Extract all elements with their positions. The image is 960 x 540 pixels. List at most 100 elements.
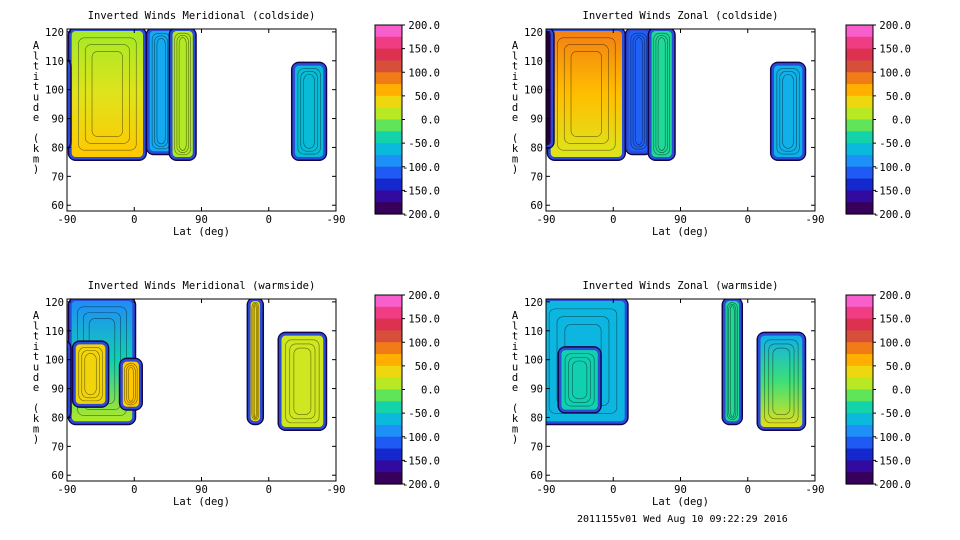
- x-tick-label: -90: [327, 214, 346, 226]
- data-cell: [122, 361, 139, 407]
- contour-line: [655, 35, 668, 153]
- x-tick-label: 0: [131, 214, 137, 226]
- colorbar-label: -100.0: [402, 432, 440, 444]
- colorbar-swatch: [846, 202, 873, 215]
- colorbar-label: -200.0: [873, 479, 911, 491]
- colorbar-label: 50.0: [886, 361, 911, 373]
- colorbar-label: -50.0: [408, 408, 440, 420]
- contour-line: [563, 44, 609, 144]
- colorbar-swatch: [846, 389, 873, 402]
- colorbar-label: -150.0: [402, 455, 440, 467]
- contour-field: [546, 29, 807, 161]
- x-tick-label: -90: [806, 484, 825, 496]
- contour-line: [176, 35, 189, 153]
- colorbar-swatch: [375, 202, 402, 215]
- contour-line: [776, 68, 800, 155]
- colorbar-swatch: [375, 365, 402, 379]
- colorbar-swatch: [375, 143, 402, 156]
- colorbar-label: -150.0: [873, 455, 911, 467]
- colorbar-swatch: [846, 448, 873, 461]
- colorbar-label: 100.0: [879, 67, 911, 79]
- contour-line: [285, 339, 320, 424]
- chart-panel-2: Inverted Winds Zonal (coldside) 60 70 80 90 1…: [512, 10, 911, 238]
- colorbar-label: 50.0: [415, 91, 440, 103]
- colorbar-swatch: [846, 154, 873, 168]
- y-tick-label: 100: [524, 85, 543, 97]
- x-axis-label: Lat (deg): [173, 226, 230, 238]
- data-cell: [651, 31, 672, 157]
- contour-line: [564, 353, 595, 407]
- colorbar-swatch: [846, 131, 873, 144]
- colorbar-swatch: [375, 342, 402, 355]
- data-cell: [71, 31, 144, 157]
- x-tick-label: 0: [610, 214, 616, 226]
- colorbar-label: 100.0: [408, 337, 440, 349]
- data-cell: [294, 65, 324, 157]
- y-tick-label: 60: [51, 470, 64, 482]
- contour-line: [156, 37, 166, 145]
- y-tick-label: 80: [51, 412, 64, 424]
- colorbar-swatch: [846, 119, 873, 132]
- colorbar-swatch: [846, 342, 873, 355]
- x-tick-label: 90: [674, 484, 687, 496]
- colorbar-swatch: [375, 401, 402, 414]
- contour-line: [546, 34, 548, 143]
- y-tick-label: 60: [51, 200, 64, 212]
- chart-panel-1: Inverted Winds Meridional (coldside) 60 70…: [33, 10, 440, 238]
- colorbar: 200.0 150.0 100.0 50.0 0.0 -50.0 -100.0 -150.0 -…: [374, 20, 440, 221]
- contour-line: [557, 37, 616, 151]
- contour-line: [728, 303, 737, 419]
- colorbar-swatch: [846, 190, 873, 203]
- colorbar-swatch: [375, 119, 402, 132]
- x-tick-label: 0: [266, 484, 272, 496]
- x-axis-label: Lat (deg): [652, 496, 709, 508]
- y-tick-label: 90: [530, 114, 543, 126]
- colorbar-swatch: [375, 389, 402, 402]
- x-tick-label: -90: [806, 214, 825, 226]
- data-cell: [561, 350, 598, 410]
- contour-field: [67, 29, 328, 161]
- colorbar-label: -200.0: [402, 209, 440, 221]
- contour-edge: [67, 60, 71, 148]
- colorbar-swatch: [375, 25, 402, 38]
- data-cell: [773, 65, 803, 157]
- y-tick-label: 120: [524, 297, 543, 309]
- y-tick-label: 60: [530, 200, 543, 212]
- colorbar-swatch: [375, 72, 402, 85]
- colorbar-swatch: [846, 354, 873, 367]
- colorbar-swatch: [846, 36, 873, 50]
- colorbar-label: -200.0: [402, 479, 440, 491]
- colorbar-swatch: [375, 48, 402, 62]
- y-tick-label: 70: [530, 441, 543, 453]
- colorbar-label: 200.0: [879, 20, 911, 32]
- y-tick-label: 80: [530, 412, 543, 424]
- y-tick-label: 110: [45, 326, 64, 338]
- data-cell: [760, 335, 803, 427]
- contour-line: [782, 74, 794, 149]
- colorbar-label: 0.0: [421, 385, 440, 397]
- colorbar: 200.0 150.0 100.0 50.0 0.0 -50.0 -100.0 -150.0 -…: [374, 290, 440, 491]
- x-tick-label: 0: [266, 214, 272, 226]
- x-tick-label: 90: [195, 214, 208, 226]
- colorbar-swatch: [846, 48, 873, 62]
- x-tick-label: 0: [745, 484, 751, 496]
- colorbar-label: 0.0: [892, 115, 911, 127]
- colorbar-swatch: [846, 60, 873, 73]
- colorbar-swatch: [375, 60, 402, 73]
- colorbar-swatch: [846, 401, 873, 414]
- chart-title: Inverted Winds Meridional (warmside): [88, 280, 316, 292]
- y-tick-label: 90: [51, 384, 64, 396]
- colorbar-swatch: [375, 178, 402, 191]
- colorbar-swatch: [846, 84, 873, 97]
- contour-line: [126, 364, 136, 404]
- colorbar-swatch: [375, 84, 402, 97]
- colorbar-swatch: [846, 72, 873, 85]
- colorbar-swatch: [846, 413, 873, 426]
- x-axis-label: Lat (deg): [652, 226, 709, 238]
- colorbar-label: 0.0: [892, 385, 911, 397]
- y-tick-label: 100: [45, 355, 64, 367]
- data-cell: [172, 31, 193, 157]
- contour-field: [546, 299, 807, 431]
- y-tick-label: 110: [524, 326, 543, 338]
